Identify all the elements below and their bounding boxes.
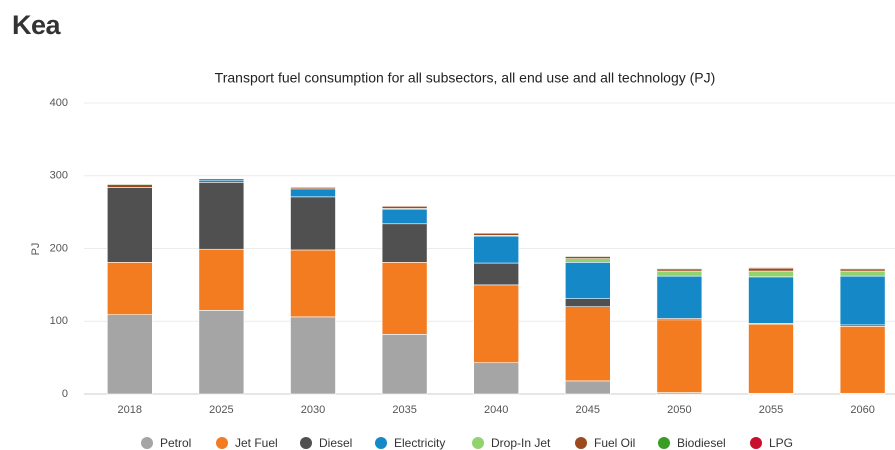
bar-segment [381, 262, 428, 335]
legend-marker [472, 437, 484, 449]
legend-label: Diesel [319, 436, 352, 450]
bar-segment [381, 208, 428, 225]
bar-segment [198, 248, 245, 311]
bar-segment [564, 306, 611, 382]
bar-segment [748, 267, 794, 269]
bar-segment [290, 187, 336, 190]
legend-marker [375, 437, 387, 449]
bar-segment [839, 267, 886, 270]
bar-segment [656, 275, 703, 319]
bar-segment [839, 270, 886, 277]
bar-segment [564, 262, 611, 299]
bar-segment [748, 276, 794, 324]
bar-segment [564, 255, 611, 257]
y-axis-label: PJ [30, 243, 42, 256]
y-tick-label: 200 [50, 242, 68, 254]
bar-segment [564, 298, 611, 308]
bar-segment [290, 196, 336, 251]
x-tick-label: 2040 [484, 404, 508, 416]
bar-segment [564, 258, 611, 263]
bar-segment [107, 187, 153, 263]
bar-segment [198, 181, 245, 250]
bar-segment [198, 178, 245, 181]
bar-segment [473, 284, 520, 364]
y-tick-label: 0 [62, 388, 68, 400]
bar-segment [564, 256, 611, 259]
bar-segment [839, 268, 886, 272]
y-tick-label: 300 [50, 170, 68, 182]
x-tick-label: 2018 [118, 404, 142, 416]
bar-segment [381, 334, 428, 395]
bar-segment [473, 262, 520, 286]
chart-title: Transport fuel consumption for all subse… [215, 70, 716, 86]
legend-marker [575, 437, 587, 449]
bar-segment [473, 362, 520, 395]
x-tick-label: 2025 [209, 404, 233, 416]
x-tick-label: 2030 [301, 404, 325, 416]
x-tick-label: 2050 [667, 404, 691, 416]
legend-label: Electricity [394, 436, 445, 450]
bar-segment [656, 270, 703, 277]
page-heading: Kea [12, 10, 61, 40]
legend-label: Drop-In Jet [491, 436, 551, 450]
bar-segment [198, 310, 245, 395]
legend-label: Fuel Oil [594, 436, 635, 450]
x-tick-label: 2055 [759, 404, 783, 416]
legend-label: Petrol [160, 436, 191, 450]
bar-segment [839, 275, 886, 326]
bar-segment [748, 267, 794, 272]
bar-segment [839, 326, 886, 394]
x-tick-label: 2035 [392, 404, 416, 416]
bar-segment [290, 249, 336, 318]
bar-segment [381, 223, 428, 263]
bar-segment [656, 319, 703, 393]
bar-segment [107, 183, 153, 185]
legend-label: Biodiesel [677, 436, 726, 450]
bar-segment [290, 188, 336, 198]
bar-segment [107, 262, 153, 316]
legend-label: LPG [769, 436, 793, 450]
bar-segment [748, 270, 794, 278]
x-tick-label: 2045 [576, 404, 600, 416]
bar-segment [473, 235, 520, 264]
bar-segment [473, 232, 520, 236]
legend-marker [216, 437, 228, 449]
bar-segment [656, 268, 703, 272]
legend-marker [750, 437, 762, 449]
x-tick-label: 2060 [850, 404, 874, 416]
bar-segment [381, 206, 428, 209]
bar-segment [564, 380, 611, 395]
legend-marker [300, 437, 312, 449]
bar-segment [198, 179, 245, 183]
y-tick-label: 400 [50, 97, 68, 109]
bar-segment [656, 267, 703, 270]
bar-segment [107, 184, 153, 188]
legend-marker [658, 437, 670, 449]
bar-segment [290, 316, 336, 395]
legend-label: Jet Fuel [235, 436, 278, 450]
legend-marker [141, 437, 153, 449]
bar-segment [107, 314, 153, 395]
bar-segment [748, 323, 794, 394]
y-tick-label: 100 [50, 315, 68, 327]
